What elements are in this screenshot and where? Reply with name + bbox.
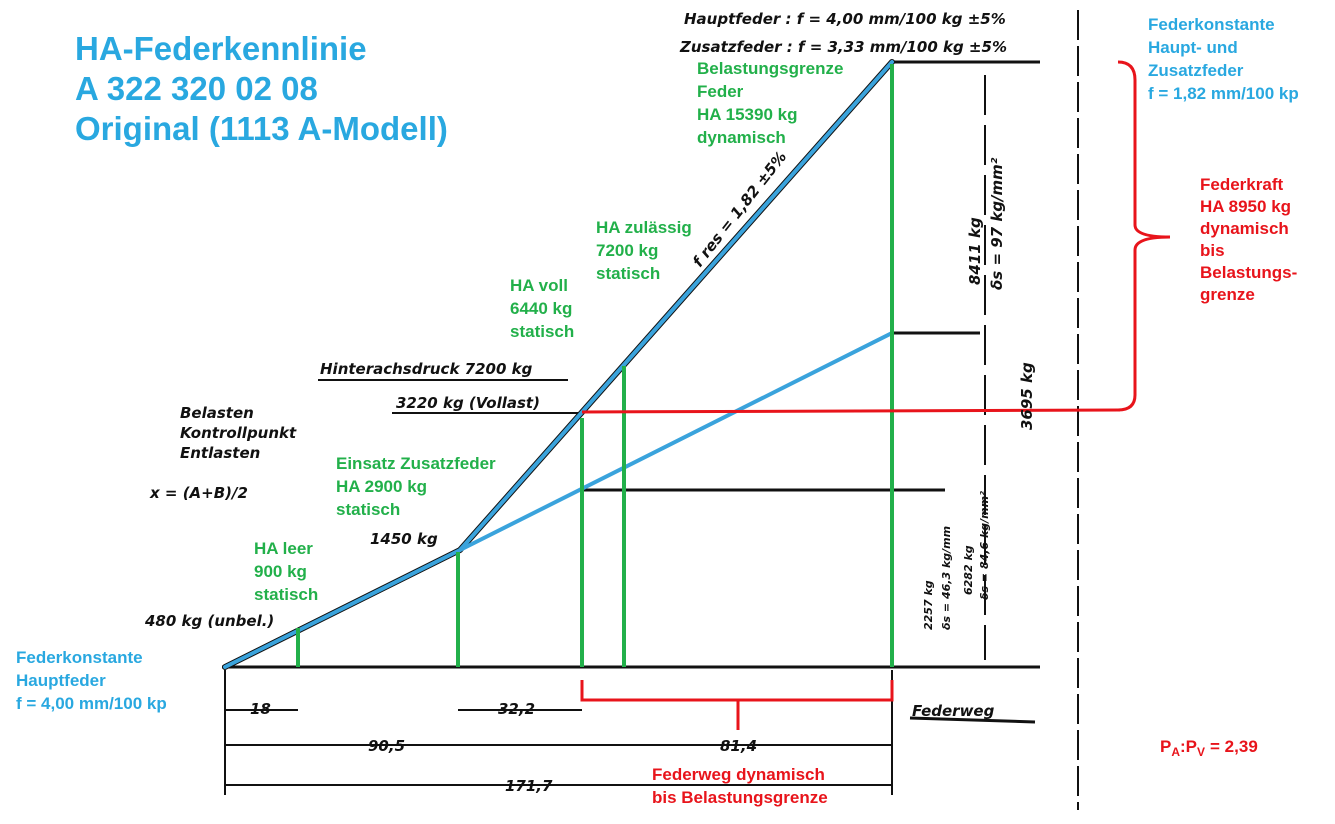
rate-label: Hauptfeder — [16, 671, 106, 690]
dimension: 32,2 — [498, 700, 535, 718]
load-label: statisch — [336, 500, 400, 519]
underline — [909, 716, 1036, 724]
travel-label: bis Belastungsgrenze — [652, 788, 828, 807]
rate-label: f = 1,82 mm/100 kp — [1148, 84, 1299, 103]
load-label: Belastungsgrenze — [697, 59, 843, 78]
rate-label: Zusatzfeder — [1148, 61, 1244, 80]
sketch-note: f res = 1,82 ±5% — [689, 148, 790, 271]
sketch-note: Kontrollpunkt — [180, 424, 297, 442]
ratio-part: P — [1160, 737, 1171, 756]
full-load-line — [581, 408, 1121, 414]
load-label: HA leer — [254, 539, 313, 558]
ratio: PA:PV = 2,39 — [1160, 737, 1258, 759]
force-label: HA 8950 kg — [1200, 197, 1291, 216]
load-label: Einsatz Zusatzfeder — [336, 454, 496, 473]
load-label: HA 2900 kg — [336, 477, 427, 496]
title-line: A 322 320 02 08 — [75, 70, 318, 107]
rate-label: f = 4,00 mm/100 kp — [16, 694, 167, 713]
ratio-part: A — [1171, 745, 1180, 759]
sketch-note: δs = 46,3 kg/mm — [940, 526, 953, 630]
sketch-note: 480 kg (unbel.) — [144, 612, 274, 630]
load-label: HA voll — [510, 276, 568, 295]
green-markers — [296, 64, 894, 667]
force-label: bis — [1200, 241, 1225, 260]
load-label: 6440 kg — [510, 299, 572, 318]
load-label: 900 kg — [254, 562, 307, 581]
sketch-note: Hauptfeder : f = 4,00 mm/100 kg ±5% — [684, 10, 1006, 28]
load-label: HA 15390 kg — [697, 105, 797, 124]
load-label: statisch — [254, 585, 318, 604]
sketch-note: 8411 kg — [966, 217, 984, 285]
load-label: HA zulässig — [596, 218, 692, 237]
travel-brace — [580, 680, 894, 730]
dimension: 81,4 — [720, 737, 757, 755]
force-brace — [1117, 60, 1171, 412]
dimension: 18 — [250, 700, 271, 718]
rate-label: Federkonstante — [16, 648, 143, 667]
ratio-part: V — [1197, 745, 1205, 759]
load-label: dynamisch — [697, 128, 786, 147]
sketch-note: 1450 kg — [370, 530, 438, 548]
sketch-note: 3695 kg — [1018, 362, 1036, 430]
force-label: grenze — [1200, 285, 1255, 304]
sketch-note: Hinterachsdruck 7200 kg — [320, 360, 533, 378]
sketch-note: 6282 kg — [962, 545, 975, 595]
sketch-note: δs = 84,6 kg/mm² — [978, 491, 991, 600]
dimension: 171,7 — [505, 777, 553, 795]
force-label: Belastungs- — [1200, 263, 1297, 282]
ratio-part: :P — [1180, 737, 1197, 756]
rate-label: Federkonstante — [1148, 15, 1275, 34]
force-label: dynamisch — [1200, 219, 1289, 238]
title-line: Original (1113 A-Modell) — [75, 110, 448, 147]
spring-curves — [222, 59, 895, 670]
sketch-note: 2257 kg — [922, 580, 935, 630]
load-label: statisch — [510, 322, 574, 341]
sketch-note: δs = 97 kg/mm² — [988, 157, 1006, 290]
sketch-note: 3220 kg (Vollast) — [396, 394, 540, 412]
ratio-part: = 2,39 — [1210, 737, 1258, 756]
sketch-note: Entlasten — [180, 444, 260, 462]
dimension: 90,5 — [368, 737, 405, 755]
red-markers — [580, 60, 1171, 730]
load-label: statisch — [596, 264, 660, 283]
force-label: Federkraft — [1200, 175, 1283, 194]
sketch-note: Federweg — [912, 702, 995, 720]
title-line: HA-Federkennlinie — [75, 30, 367, 67]
sketch-note: Belasten — [180, 404, 254, 422]
aux-curve — [458, 331, 894, 552]
sketch-note: Zusatzfeder : f = 3,33 mm/100 kg ±5% — [679, 38, 1007, 56]
rate-label: Haupt- und — [1148, 38, 1238, 57]
load-label: 7200 kg — [596, 241, 658, 260]
travel-label: Federweg dynamisch — [652, 765, 825, 784]
load-label: Feder — [697, 82, 744, 101]
sketch-note: x = (A+B)/2 — [149, 484, 248, 502]
